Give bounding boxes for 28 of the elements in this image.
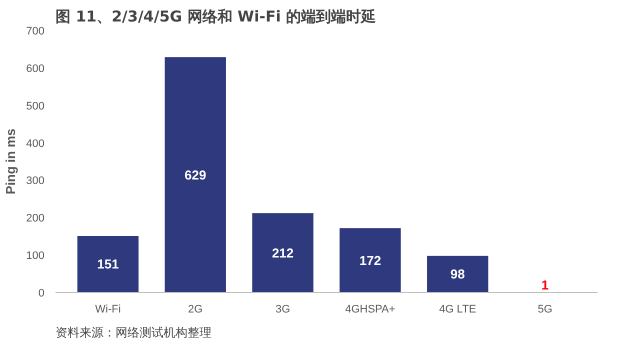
data-label: 172 [359,252,382,268]
x-tick-label: 4GHSPA+ [345,304,396,316]
bar [340,228,401,292]
data-label: 98 [450,266,465,282]
y-tick-label: 200 [26,212,45,225]
chart-title: 图 11、2/3/4/5G 网络和 Wi-Fi 的端到端时延 [56,8,376,26]
x-tick-label: 5G [538,304,552,316]
data-label: 629 [184,167,206,182]
text: 资料来源：网络测试机构整理 [56,326,212,340]
bar [77,236,139,292]
y-tick-label: 700 [26,26,45,38]
bar [164,57,226,292]
y-tick-label: 100 [26,250,45,262]
x-tick-label: 3G [275,304,290,316]
data-label: 151 [97,256,119,272]
x-tick-label: 2G [188,304,203,316]
x-tick-label: Wi-Fi [95,304,121,316]
y-tick-label: 500 [26,100,45,112]
x-tick-label: 4G LTE [439,304,476,316]
y-tick-label: 0 [38,288,45,300]
y-axis-title: Ping in ms [3,128,18,194]
data-label: 1 [541,278,549,293]
bar [427,256,488,292]
y-tick-label: 600 [26,62,45,75]
bar [252,213,314,292]
data-label: 212 [272,245,294,260]
y-tick-label: 400 [26,138,45,150]
y-tick-label: 300 [26,175,45,188]
